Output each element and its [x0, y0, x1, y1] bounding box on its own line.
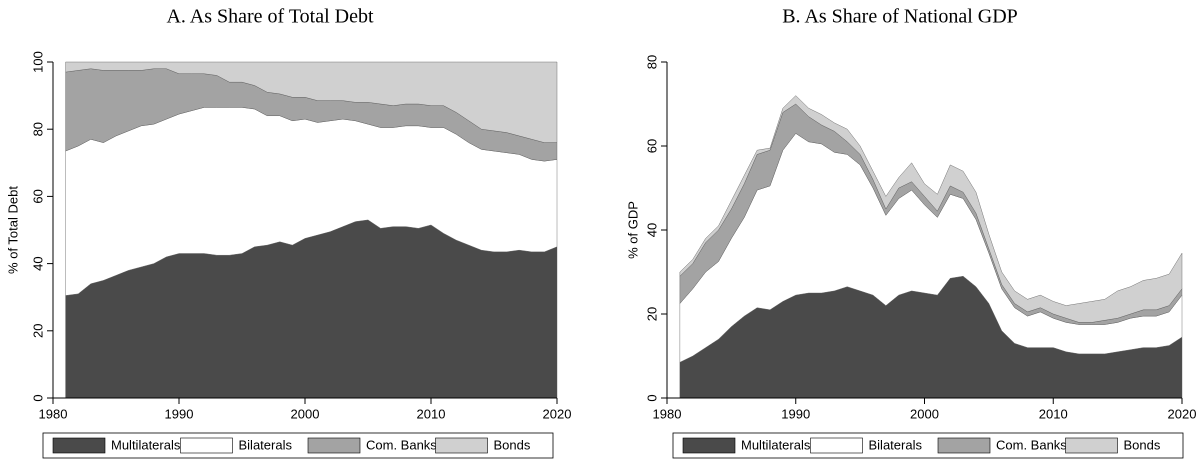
y-tick-label: 40 — [644, 223, 659, 237]
y-tick-label: 20 — [30, 324, 45, 338]
chart: B. As Share of National GDP % of GDP 0 20 40… — [625, 6, 1196, 459]
legend-label: Bilaterals — [869, 437, 923, 452]
y-tick-label: 100 — [30, 51, 45, 73]
legend-swatch — [810, 437, 863, 454]
y-tick-label: 60 — [30, 189, 45, 203]
legend-label: Multilaterals — [111, 437, 181, 452]
legend-label: Bonds — [494, 437, 531, 452]
legend: Multilaterals Bilaterals Com. Banks Bonds — [672, 432, 1184, 459]
legend-label: Bonds — [1124, 437, 1161, 452]
y-tick-label: 80 — [644, 55, 659, 69]
legend-swatch — [937, 437, 991, 454]
y-tick-label: 60 — [644, 139, 659, 153]
legend-label: Com. Banks — [366, 437, 437, 452]
legend-swatch — [435, 437, 488, 454]
legend-swatch — [180, 437, 233, 454]
y-axis-label: % of Total Debt — [5, 186, 20, 274]
x-tick-label: 1990 — [781, 406, 810, 421]
legend-label: Multilaterals — [741, 437, 811, 452]
x-tick-label: 2010 — [417, 406, 446, 421]
area — [679, 95, 1183, 323]
y-tick-label: 0 — [30, 394, 45, 401]
legend-swatch — [307, 437, 361, 454]
x-tick-label: 2000 — [291, 406, 320, 421]
legend: Multilaterals Bilaterals Com. Banks Bonds — [42, 432, 554, 459]
y-tick-label: 0 — [644, 394, 659, 401]
legend-swatch — [1065, 437, 1118, 454]
x-tick-label: 1980 — [653, 406, 682, 421]
y-tick-label: 40 — [30, 256, 45, 270]
y-tick-label: 80 — [30, 122, 45, 136]
y-axis-label: % of GDP — [625, 201, 640, 259]
x-tick-label: 1980 — [39, 406, 68, 421]
legend-label: Bilaterals — [239, 437, 293, 452]
y-tick-label: 20 — [644, 307, 659, 321]
x-tick-label: 2020 — [1168, 406, 1196, 421]
x-tick-label: 2020 — [543, 406, 572, 421]
legend-swatch — [682, 437, 736, 454]
x-tick-label: 1990 — [165, 406, 194, 421]
chart-title: A. As Share of Total Debt — [166, 6, 374, 28]
x-tick-label: 2000 — [910, 406, 939, 421]
legend-label: Com. Banks — [996, 437, 1067, 452]
chart-title: B. As Share of National GDP — [782, 6, 1018, 28]
legend-swatch — [52, 437, 106, 454]
area — [65, 61, 558, 143]
chart: A. As Share of Total Debt % of Total Debt… — [5, 6, 572, 459]
x-tick-label: 2010 — [1039, 406, 1068, 421]
